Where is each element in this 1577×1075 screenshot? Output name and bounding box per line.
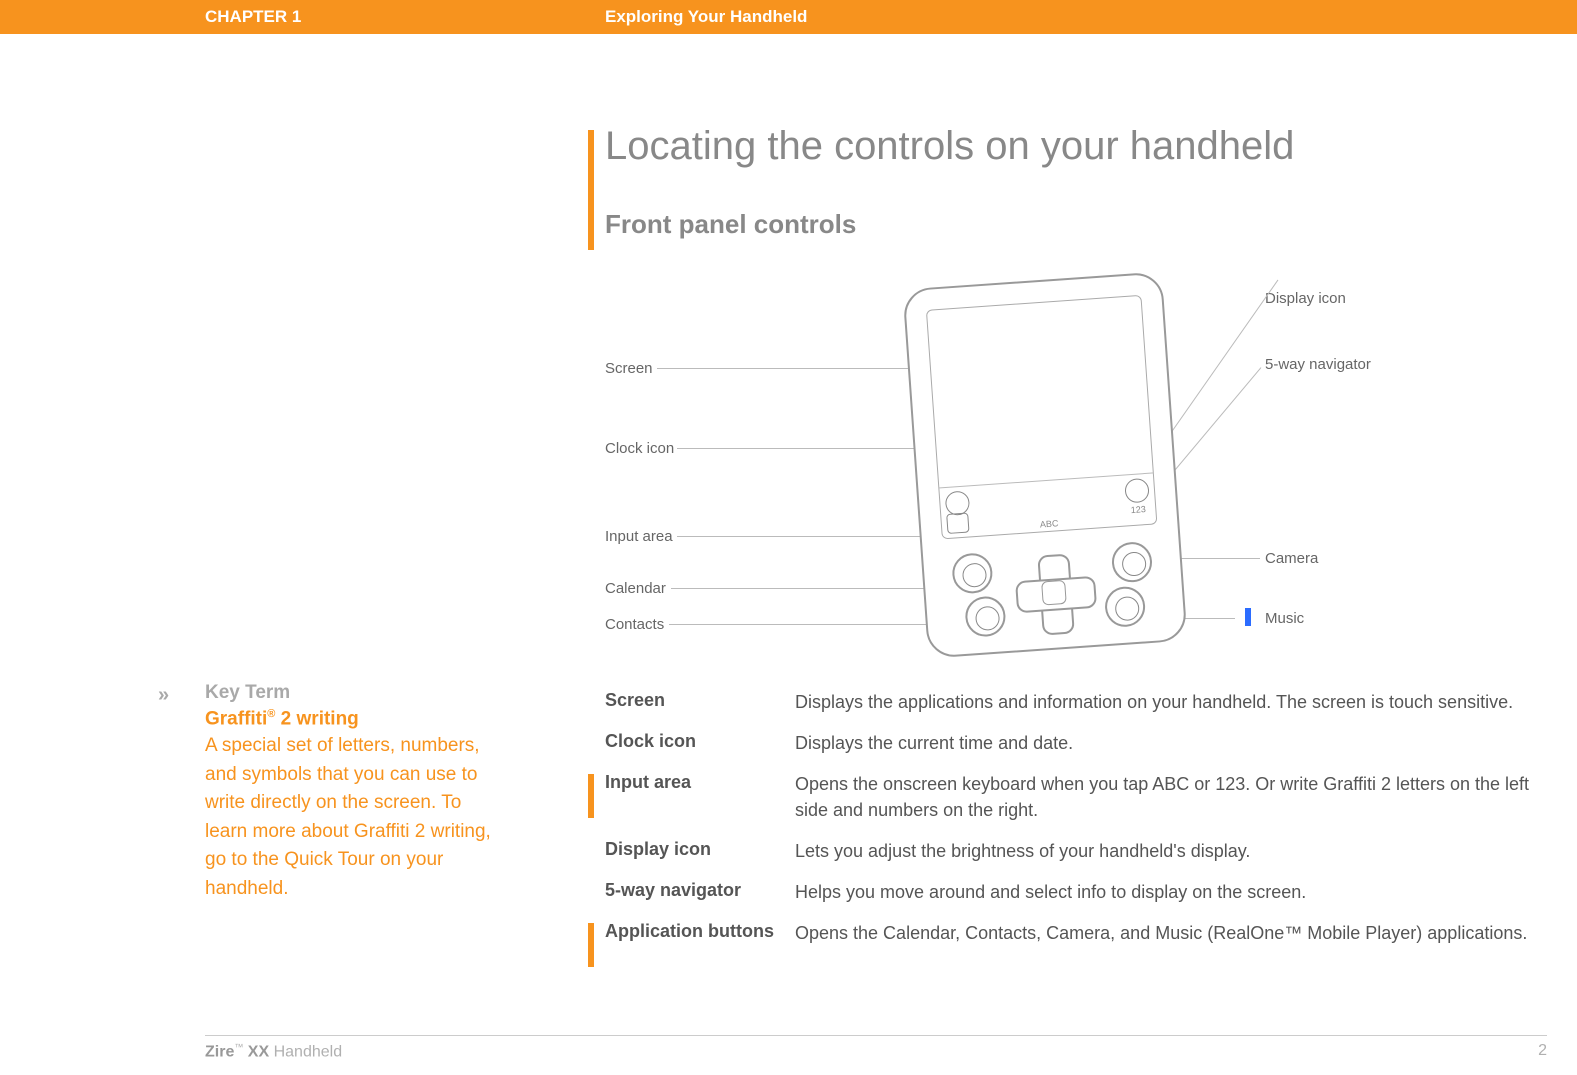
definition-body: Helps you move around and select info to… bbox=[795, 880, 1306, 905]
leader-clock bbox=[677, 448, 949, 449]
definition-list: ScreenDisplays the applications and info… bbox=[605, 690, 1545, 946]
definition-body: Displays the applications and informatio… bbox=[795, 690, 1513, 715]
footer-brand-name: Zire bbox=[205, 1043, 234, 1060]
label-nav: 5-way navigator bbox=[1265, 356, 1371, 373]
definition-row: Input areaOpens the onscreen keyboard wh… bbox=[605, 772, 1545, 822]
footer-brand: Zire™ XX Handheld bbox=[205, 1042, 342, 1061]
music-tick-icon bbox=[1245, 608, 1251, 626]
leader-input bbox=[677, 536, 942, 537]
sidebar-marker-icon: » bbox=[158, 684, 165, 707]
definition-term: Display icon bbox=[605, 839, 795, 864]
definition-row: ScreenDisplays the applications and info… bbox=[605, 690, 1545, 715]
header-chapter: CHAPTER 1 bbox=[205, 7, 605, 27]
definition-row: 5-way navigatorHelps you move around and… bbox=[605, 880, 1545, 905]
footer-brand-suffix: Handheld bbox=[269, 1043, 342, 1060]
leader-calendar bbox=[671, 588, 951, 589]
key-term-label: Key Term bbox=[205, 682, 505, 704]
page-body: » Key Term Graffiti® 2 writing A special… bbox=[205, 34, 1577, 1075]
navpad-icon bbox=[1013, 552, 1094, 633]
label-screen: Screen bbox=[605, 360, 653, 377]
definition-body: Opens the Calendar, Contacts, Camera, an… bbox=[795, 921, 1527, 946]
section-title: Front panel controls bbox=[605, 209, 1545, 240]
label-music: Music bbox=[1265, 610, 1304, 627]
display-icon bbox=[1124, 478, 1150, 504]
label-input: Input area bbox=[605, 528, 673, 545]
key-term-title-post: 2 writing bbox=[275, 708, 358, 729]
key-term-title-pre: Graffiti bbox=[205, 708, 267, 729]
header-title: Exploring Your Handheld bbox=[605, 7, 807, 27]
abc-label: ABC bbox=[1040, 518, 1059, 529]
label-camera: Camera bbox=[1265, 550, 1318, 567]
footer-page-number: 2 bbox=[1538, 1042, 1547, 1061]
header-bar: CHAPTER 1 Exploring Your Handheld bbox=[0, 0, 1577, 34]
label-display: Display icon bbox=[1265, 290, 1346, 307]
definition-term: Screen bbox=[605, 690, 795, 715]
handheld-diagram: Screen Clock icon Input area Calendar Co… bbox=[605, 260, 1455, 680]
definition-term: Input area bbox=[605, 772, 795, 822]
label-contacts: Contacts bbox=[605, 616, 664, 633]
definition-accent-bar bbox=[588, 923, 594, 967]
footer-brand-tm: ™ bbox=[234, 1042, 243, 1052]
footer-brand-model: XX bbox=[243, 1043, 269, 1060]
leader-screen bbox=[657, 368, 932, 369]
page-title: Locating the controls on your handheld bbox=[605, 124, 1545, 169]
key-term-body: A special set of letters, numbers, and s… bbox=[205, 732, 505, 903]
label-clock: Clock icon bbox=[605, 440, 674, 457]
menu-icon bbox=[946, 512, 969, 533]
footer: Zire™ XX Handheld 2 bbox=[205, 1035, 1547, 1061]
definition-body: Opens the onscreen keyboard when you tap… bbox=[795, 772, 1545, 822]
sidebar-key-term: » Key Term Graffiti® 2 writing A special… bbox=[205, 682, 505, 903]
definition-body: Displays the current time and date. bbox=[795, 731, 1073, 756]
definition-term: Application buttons bbox=[605, 921, 795, 946]
definition-accent-bar bbox=[588, 774, 594, 818]
definition-body: Lets you adjust the brightness of your h… bbox=[795, 839, 1250, 864]
leader-contacts bbox=[669, 624, 959, 625]
definition-term: 5-way navigator bbox=[605, 880, 795, 905]
label-calendar: Calendar bbox=[605, 580, 666, 597]
device-illustration: 123 ABC bbox=[902, 271, 1187, 658]
navpad-center bbox=[1041, 580, 1067, 606]
key-term-title: Graffiti® 2 writing bbox=[205, 708, 505, 730]
definition-row: Display iconLets you adjust the brightne… bbox=[605, 839, 1545, 864]
heading-accent-bar bbox=[588, 130, 594, 250]
definition-row: Clock iconDisplays the current time and … bbox=[605, 731, 1545, 756]
definition-row: Application buttonsOpens the Calendar, C… bbox=[605, 921, 1545, 946]
main-column: Locating the controls on your handheld F… bbox=[605, 124, 1545, 962]
definition-term: Clock icon bbox=[605, 731, 795, 756]
